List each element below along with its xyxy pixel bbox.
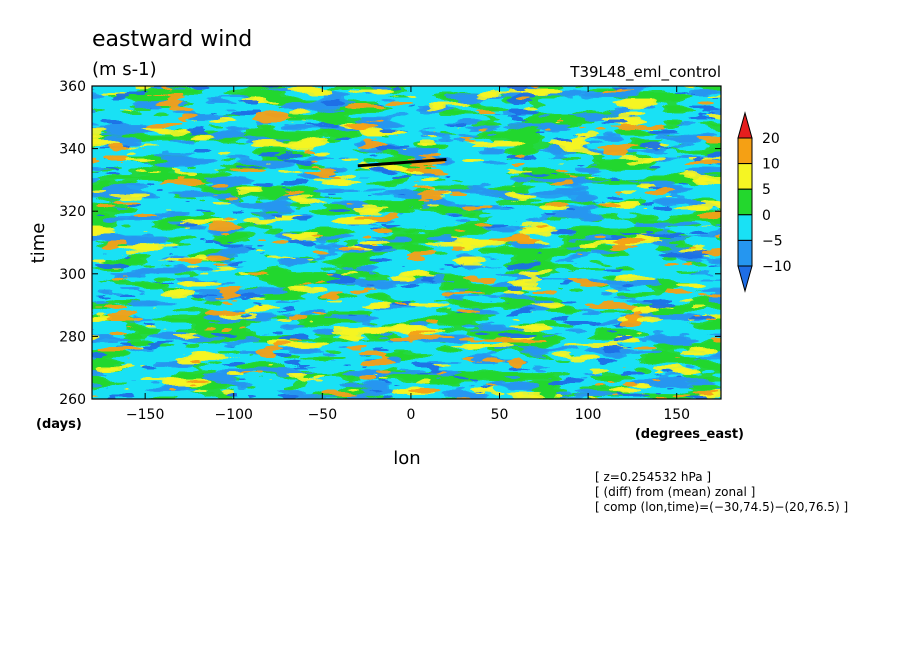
plot-frame	[91, 85, 722, 400]
colorbar-segment	[737, 163, 753, 190]
y-axis-label: time	[28, 223, 49, 264]
experiment-label: T39L48_eml_control	[569, 63, 721, 82]
colorbar-label: −5	[762, 233, 783, 249]
x-tick-label: −50	[308, 407, 338, 423]
y-tick-label: 360	[59, 79, 86, 95]
colorbar-label: 10	[762, 157, 780, 173]
x-tick-label: 50	[491, 407, 509, 423]
composite-line	[357, 158, 447, 168]
y-tick-label: 340	[59, 142, 86, 158]
colorbar-segment	[737, 214, 753, 241]
colorbar-segment	[737, 137, 753, 165]
chart-units: (m s-1)	[92, 59, 157, 80]
colorbar-segment	[737, 239, 753, 267]
annotation-line: [ comp (lon,time)=(−30,74.5)−(20,76.5) ]	[595, 500, 848, 514]
chart-title: eastward wind	[92, 27, 252, 52]
field-layer	[92, 86, 721, 399]
annotation-line: [ z=0.254532 hPa ]	[595, 470, 711, 484]
y-tick-label: 260	[59, 392, 86, 408]
colorbar-label: 5	[762, 182, 771, 198]
x-tick-label: −100	[215, 407, 253, 423]
colorbar-label: 20	[762, 131, 780, 147]
y-axis-ticks: 260 280 300 320 340 360	[59, 79, 721, 408]
colorbar-label: 0	[762, 208, 771, 224]
y-tick-label: 280	[59, 329, 86, 345]
annotations: [ z=0.254532 hPa ][ (diff) from (mean) z…	[595, 470, 848, 514]
x-tick-label: −150	[126, 407, 164, 423]
x-axis-ticks: −150 −100 −50 0 50 100 150	[126, 86, 690, 423]
x-tick-label: 150	[663, 407, 690, 423]
x-axis-label: lon	[393, 448, 420, 469]
colorbar: 20 10 5 0 −5 −10	[737, 111, 792, 293]
y-axis-units: (days)	[36, 417, 82, 432]
colorbar-segment	[737, 265, 753, 293]
x-tick-label: 100	[575, 407, 602, 423]
y-tick-label: 300	[59, 267, 86, 283]
colorbar-segment	[737, 188, 753, 216]
x-axis-units: (degrees_east)	[635, 427, 744, 442]
colorbar-segment	[737, 111, 753, 139]
heatmap-field	[92, 86, 721, 399]
x-tick-label: 0	[406, 407, 415, 423]
annotation-line: [ (diff) from (mean) zonal ]	[595, 485, 755, 499]
colorbar-label: −10	[762, 259, 792, 275]
y-tick-label: 320	[59, 204, 86, 220]
